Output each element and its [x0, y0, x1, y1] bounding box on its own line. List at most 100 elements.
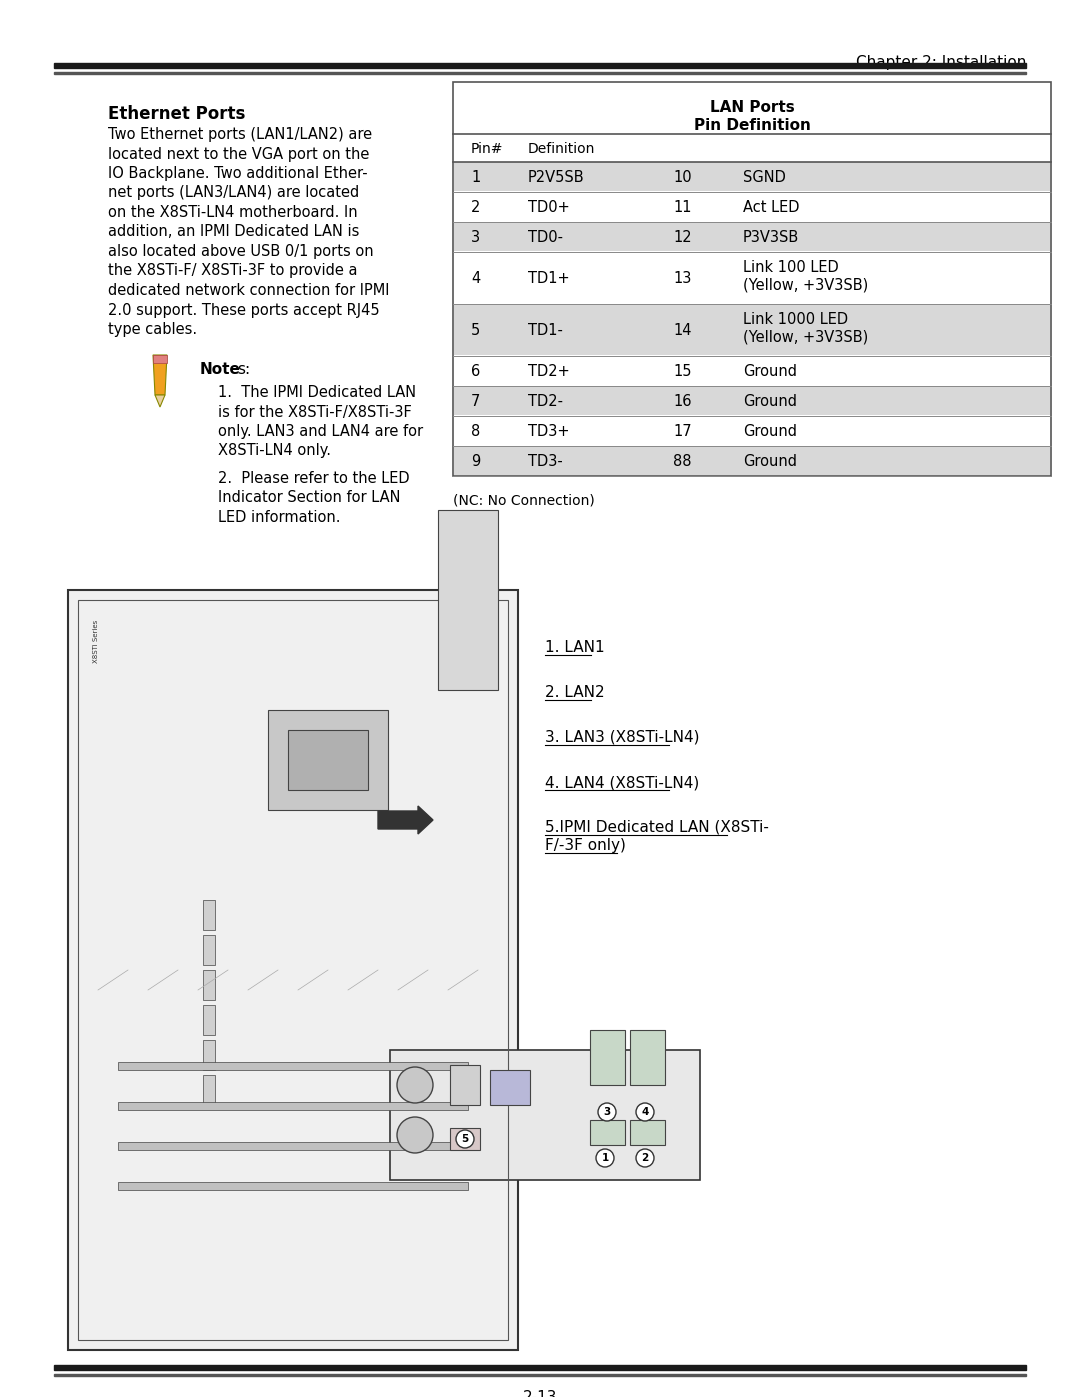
Text: 3. LAN3 (X8STi-LN4): 3. LAN3 (X8STi-LN4) — [545, 731, 700, 745]
Bar — [590, 1030, 625, 1085]
Text: TD0+: TD0+ — [528, 200, 570, 215]
Text: net ports (LAN3/LAN4) are located: net ports (LAN3/LAN4) are located — [108, 186, 360, 201]
Bar — [450, 1127, 480, 1150]
Bar — [454, 446, 1050, 475]
Text: 1.  The IPMI Dedicated LAN: 1. The IPMI Dedicated LAN — [218, 386, 416, 400]
Text: addition, an IPMI Dedicated LAN is: addition, an IPMI Dedicated LAN is — [108, 225, 360, 239]
Text: P2V5SB: P2V5SB — [528, 170, 584, 184]
Text: s:: s: — [237, 362, 251, 377]
Bar — [203, 1004, 215, 1035]
Text: 7: 7 — [471, 394, 481, 409]
Bar — [203, 900, 215, 930]
Text: 11: 11 — [673, 200, 691, 215]
Text: Pin Definition: Pin Definition — [693, 117, 810, 133]
Text: is for the X8STi-F/X8STi-3F: is for the X8STi-F/X8STi-3F — [218, 405, 411, 419]
Text: Ground: Ground — [743, 394, 797, 409]
Text: (Yellow, +3V3SB): (Yellow, +3V3SB) — [743, 330, 868, 344]
Circle shape — [596, 1148, 615, 1166]
Circle shape — [598, 1104, 616, 1120]
Bar — [630, 1120, 665, 1146]
Text: 2.  Please refer to the LED: 2. Please refer to the LED — [218, 471, 409, 486]
Text: (Yellow, +3V3SB): (Yellow, +3V3SB) — [743, 277, 868, 292]
Bar — [203, 1076, 215, 1105]
Bar — [203, 970, 215, 1000]
Text: 88: 88 — [673, 454, 691, 469]
Bar — [268, 710, 388, 810]
Bar — [630, 1030, 665, 1085]
Text: located next to the VGA port on the: located next to the VGA port on the — [108, 147, 369, 162]
Text: 15: 15 — [673, 365, 691, 379]
Bar — [203, 935, 215, 965]
FancyArrow shape — [378, 806, 433, 834]
Text: IO Backplane. Two additional Ether-: IO Backplane. Two additional Ether- — [108, 166, 367, 182]
Bar — [453, 82, 1051, 476]
Bar — [54, 73, 1026, 74]
Circle shape — [456, 1130, 474, 1148]
Bar — [54, 1365, 1026, 1370]
Text: 2: 2 — [471, 200, 481, 215]
Text: 2-13: 2-13 — [523, 1390, 557, 1397]
Text: Pin#: Pin# — [471, 142, 503, 156]
Text: 10: 10 — [673, 170, 691, 184]
Text: 8: 8 — [471, 425, 481, 439]
Text: 1: 1 — [471, 170, 481, 184]
Text: 5.IPMI Dedicated LAN (X8STi-: 5.IPMI Dedicated LAN (X8STi- — [545, 820, 769, 835]
Text: 5: 5 — [461, 1134, 469, 1144]
Bar — [454, 222, 1050, 251]
Text: 3: 3 — [604, 1106, 610, 1118]
Text: TD2+: TD2+ — [528, 365, 570, 379]
Text: 1. LAN1: 1. LAN1 — [545, 640, 605, 655]
Circle shape — [636, 1148, 654, 1166]
Text: 9: 9 — [471, 454, 481, 469]
Text: SGND: SGND — [743, 170, 786, 184]
Text: on the X8STi-LN4 motherboard. In: on the X8STi-LN4 motherboard. In — [108, 205, 357, 219]
Bar — [153, 355, 167, 363]
Text: Link 1000 LED: Link 1000 LED — [743, 312, 848, 327]
Text: TD1-: TD1- — [528, 323, 563, 338]
Text: type cables.: type cables. — [108, 321, 198, 337]
Text: 1: 1 — [602, 1153, 609, 1162]
Circle shape — [636, 1104, 654, 1120]
Bar — [454, 386, 1050, 415]
Text: Link 100 LED: Link 100 LED — [743, 260, 839, 275]
Text: Ground: Ground — [743, 365, 797, 379]
Text: 5: 5 — [471, 323, 481, 338]
Bar — [54, 63, 1026, 68]
Bar — [118, 1102, 468, 1111]
Bar — [454, 162, 1050, 191]
Text: 13: 13 — [673, 271, 691, 286]
Text: Ground: Ground — [743, 454, 797, 469]
Text: 4. LAN4 (X8STi-LN4): 4. LAN4 (X8STi-LN4) — [545, 775, 699, 789]
Bar — [203, 1039, 215, 1070]
Text: Definition: Definition — [528, 142, 595, 156]
Text: dedicated network connection for IPMI: dedicated network connection for IPMI — [108, 284, 390, 298]
Text: X8STi Series: X8STi Series — [93, 620, 99, 664]
Text: 2: 2 — [642, 1153, 649, 1162]
Text: Note: Note — [200, 362, 241, 377]
Polygon shape — [153, 355, 167, 395]
Text: TD0-: TD0- — [528, 231, 563, 244]
Text: 3: 3 — [471, 231, 481, 244]
Bar — [78, 599, 508, 1340]
Text: F/-3F only): F/-3F only) — [545, 838, 626, 854]
Text: P3V3SB: P3V3SB — [743, 231, 799, 244]
Text: LAN Ports: LAN Ports — [710, 101, 795, 115]
Bar — [68, 590, 518, 1350]
Circle shape — [397, 1067, 433, 1104]
Text: TD3+: TD3+ — [528, 425, 569, 439]
Bar — [450, 1065, 480, 1105]
Bar — [590, 1120, 625, 1146]
Circle shape — [397, 1118, 433, 1153]
Bar — [288, 731, 368, 789]
Text: 14: 14 — [673, 323, 691, 338]
Text: 2.0 support. These ports accept RJ45: 2.0 support. These ports accept RJ45 — [108, 303, 380, 317]
Text: 12: 12 — [673, 231, 691, 244]
Text: Indicator Section for LAN: Indicator Section for LAN — [218, 490, 401, 506]
Bar — [118, 1182, 468, 1190]
Bar — [438, 510, 498, 690]
Text: Two Ethernet ports (LAN1/LAN2) are: Two Ethernet ports (LAN1/LAN2) are — [108, 127, 373, 142]
Text: 2. LAN2: 2. LAN2 — [545, 685, 605, 700]
Text: X8STi-LN4 only.: X8STi-LN4 only. — [218, 443, 330, 458]
Bar — [490, 1070, 530, 1105]
Text: 4: 4 — [471, 271, 481, 286]
